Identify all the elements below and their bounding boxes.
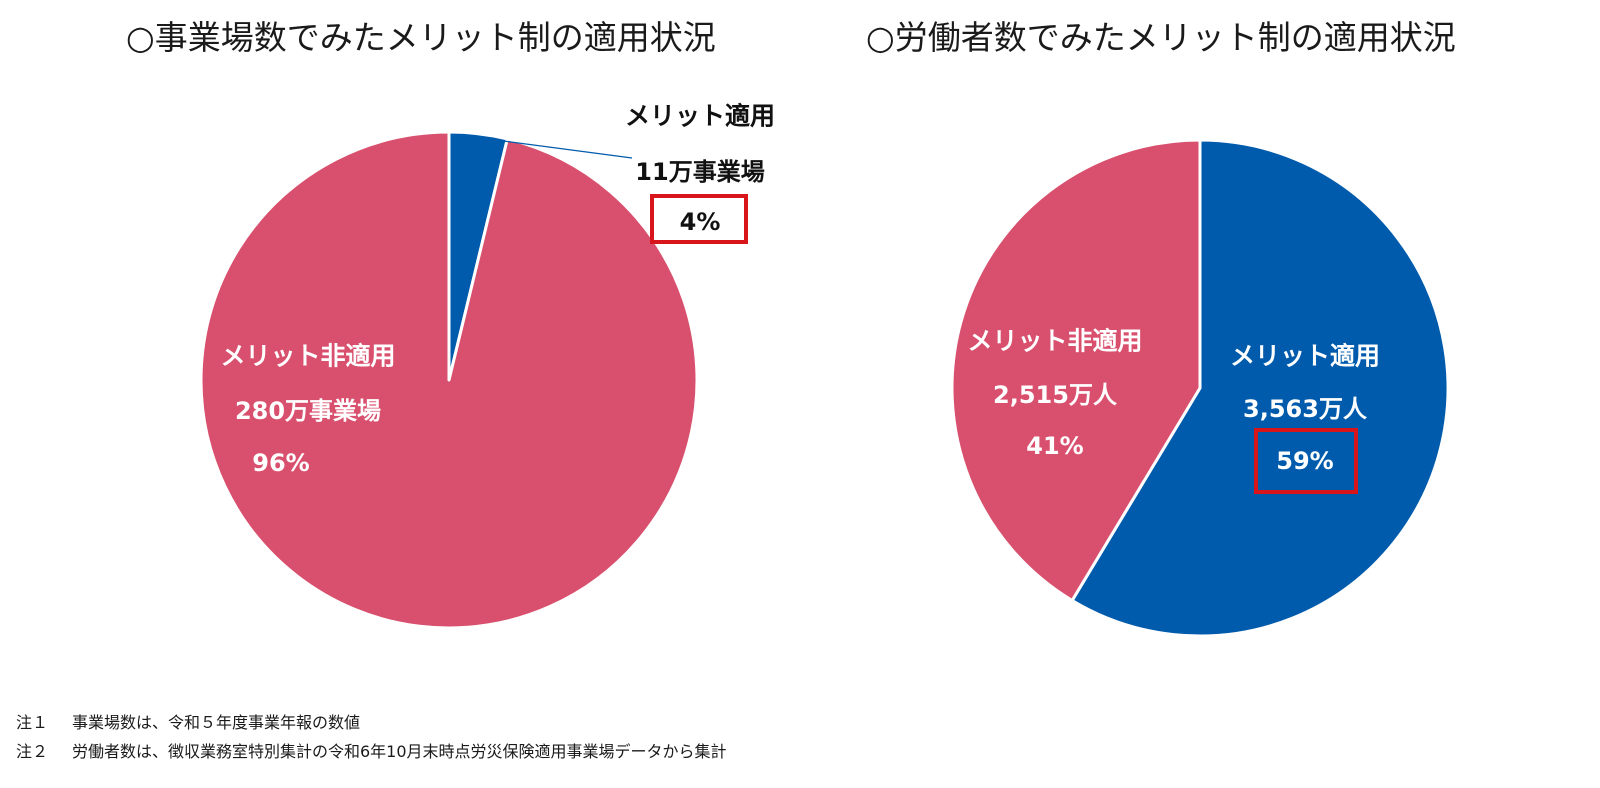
footnote-2-key: 注２: [16, 742, 49, 761]
slice-label-not-applied: メリット非適用: [967, 327, 1142, 356]
footnote-1: 注１ 事業場数は、令和５年度事業年報の数値: [16, 708, 727, 737]
slice-value-not-applied: 2,515万人: [993, 381, 1117, 409]
slice-percent-applied: 4%: [680, 208, 721, 236]
pie-chart-establishments: メリット適用 11万事業場 4% メリット非適用 280万事業場 96%: [199, 102, 775, 630]
pie-slice-applied: [1070, 138, 1450, 638]
footnote-1-text: 事業場数は、令和５年度事業年報の数値: [72, 713, 361, 732]
slice-label-not-applied: メリット非適用: [220, 342, 395, 371]
chart-title-establishments: ○事業場数でみたメリット制の適用状況: [126, 18, 716, 57]
pie-chart-workers: メリット適用 3,563万人 59% メリット非適用 2,515万人 41%: [950, 138, 1450, 638]
footnotes: 注１ 事業場数は、令和５年度事業年報の数値 注２ 労働者数は、徴収業務室特別集計の令…: [16, 708, 727, 766]
slice-value-applied: 11万事業場: [635, 158, 764, 186]
slice-value-not-applied: 280万事業場: [235, 397, 381, 425]
slice-percent-not-applied: 41%: [1026, 432, 1083, 460]
slice-value-applied: 3,563万人: [1243, 395, 1367, 423]
highlight-box: [650, 194, 748, 244]
pie-slice-not-applied: [199, 130, 699, 630]
footnote-2: 注２ 労働者数は、徴収業務室特別集計の令和6年10月末時点労災保険適用事業場データ…: [16, 737, 727, 766]
chart-title-workers: ○労働者数でみたメリット制の適用状況: [866, 18, 1456, 57]
footnote-2-text: 労働者数は、徴収業務室特別集計の令和6年10月末時点労災保険適用事業場データから…: [72, 742, 727, 761]
slice-label-applied: メリット適用: [625, 102, 775, 131]
slice-label-applied: メリット適用: [1230, 342, 1380, 371]
leader-line: [502, 140, 633, 159]
slice-percent-not-applied: 96%: [252, 449, 309, 477]
footnote-1-key: 注１: [16, 713, 49, 732]
pie-slice-not-applied: [950, 138, 1202, 602]
highlight-box: [1254, 428, 1358, 494]
slice-percent-applied: 59%: [1276, 447, 1333, 475]
